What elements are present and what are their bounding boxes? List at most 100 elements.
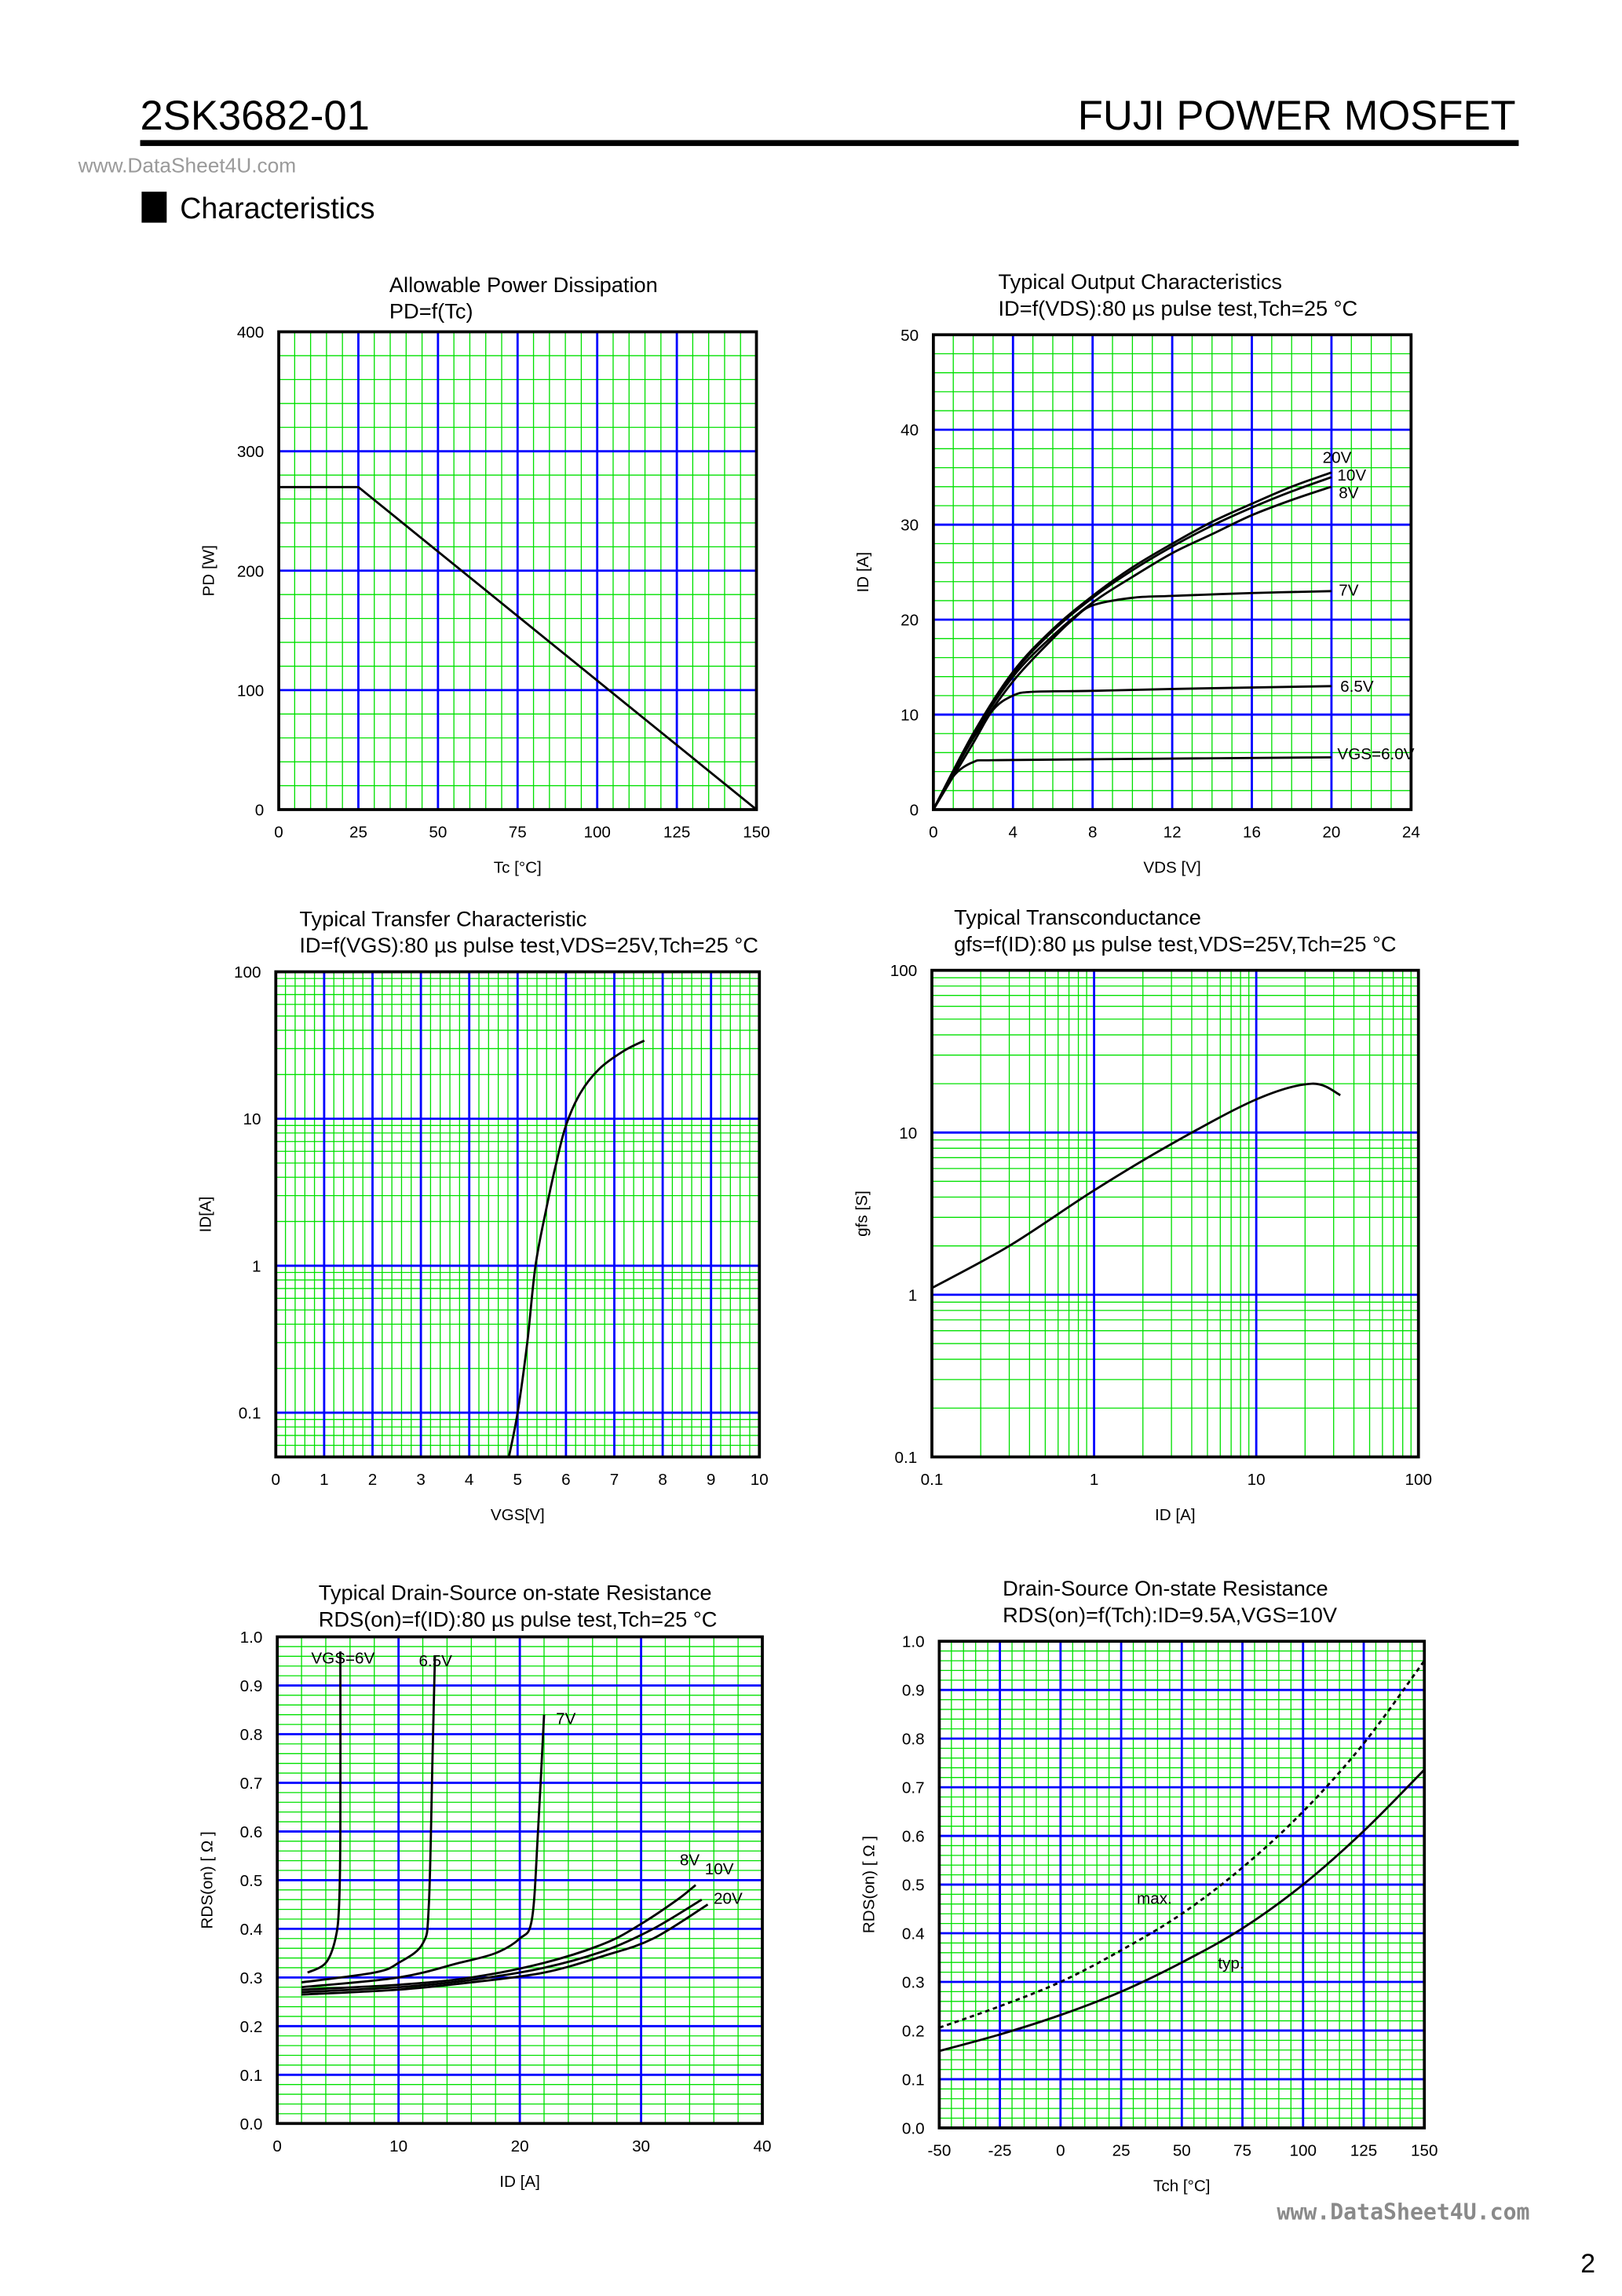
x-tick-label: 150 (743, 824, 769, 842)
y-tick-label: 300 (237, 443, 264, 461)
series-curve (279, 485, 758, 811)
plot-frame (931, 333, 1413, 811)
y-tick-label: 0.3 (902, 1974, 925, 1992)
x-tick-label: 100 (583, 824, 610, 842)
x-tick-label: 10 (389, 2137, 407, 2155)
y-tick-label: 0.4 (240, 1921, 263, 1939)
y-tick-label: 20 (901, 612, 919, 630)
x-tick-label: 75 (1233, 2142, 1251, 2160)
header-rule (140, 140, 1519, 146)
chart-title-line: PD=f(Tc) (389, 299, 473, 324)
series-label: 7V (1339, 582, 1358, 600)
series-curve-7v (301, 1714, 546, 1989)
series-label: 8V (1339, 484, 1358, 503)
y-tick-label: 0.1 (240, 2067, 263, 2085)
x-tick-label: 7 (610, 1471, 619, 1489)
series-curve (931, 1082, 1341, 1289)
x-tick-label: 0.1 (921, 1471, 944, 1489)
y-tick-label: 0.0 (240, 2115, 263, 2133)
chart-title-line: gfs=f(ID):80 µs pulse test,VDS=25V,Tch=2… (954, 931, 1396, 956)
x-tick-label: 40 (754, 2137, 772, 2155)
page-number: 2 (1580, 2249, 1595, 2279)
x-tick-label: 8 (1088, 824, 1097, 842)
chart-1: 0 25 50 75 100 125 150 0 100 200 300 400 Allowable P… (199, 272, 769, 877)
series-curve-6.5v (301, 1656, 437, 1983)
y-tick-label: 0.9 (902, 1682, 925, 1700)
plot-frame (276, 1635, 764, 2126)
x-tick-label: -25 (988, 2142, 1012, 2160)
series-label: 8V (680, 1852, 700, 1870)
series-label: 10V (1337, 466, 1366, 484)
series-label: max. (1137, 1889, 1172, 1907)
y-tick-label: 0.6 (240, 1823, 263, 1841)
chart-title-line: Allowable Power Dissipation (389, 272, 658, 297)
x-tick-label: 5 (513, 1471, 522, 1489)
y-tick-label: 0.6 (902, 1828, 925, 1846)
plot-frame (274, 970, 762, 1459)
y-axis-label: ID [A] (854, 552, 872, 593)
y-tick-label: 1 (908, 1286, 917, 1304)
chart-title-line: Typical Transfer Characteristic (299, 906, 586, 930)
x-tick-label: 1 (1090, 1471, 1098, 1489)
x-tick-label: 25 (1112, 2142, 1131, 2160)
series-curve-8v (301, 1884, 696, 1991)
x-tick-label: 4 (1009, 824, 1017, 842)
chart-title-line: Drain-Source On-state Resistance (1003, 1576, 1328, 1600)
series-label: 20V (714, 1889, 743, 1907)
y-tick-label: 30 (901, 517, 919, 535)
chart-3: 0 1 2 3 4 5 6 7 8 9 10 0.1 1 10 100 Typical Transfer Ch… (197, 906, 769, 1524)
y-axis-label: RDS(on) [ Ω ] (199, 1831, 217, 1929)
series-curve-max. (938, 1660, 1426, 2029)
chart-title-line: ID=f(VGS):80 µs pulse test,VDS=25V,Tch=2… (299, 933, 758, 957)
series-label: 6.5V (1340, 678, 1374, 696)
chart-title-line: RDS(on)=f(ID):80 µs pulse test,Tch=25 °C (319, 1607, 718, 1631)
series-label: 6.5V (418, 1652, 452, 1670)
brand-title: FUJI POWER MOSFET (1078, 93, 1516, 139)
x-tick-label: 0 (929, 824, 937, 842)
x-axis-label: ID [A] (499, 2173, 540, 2191)
x-tick-label: 6 (561, 1471, 570, 1489)
x-tick-label: 30 (632, 2137, 650, 2155)
x-axis-label: ID [A] (1155, 1506, 1196, 1524)
x-tick-label: 16 (1243, 824, 1261, 842)
x-tick-label: 50 (1173, 2142, 1191, 2160)
y-tick-label: 0.2 (240, 2018, 263, 2036)
series-curve-vgs6.0v (932, 756, 1332, 810)
series-curve-8v (932, 485, 1332, 810)
y-tick-label: 0.5 (240, 1872, 263, 1890)
series-curve (507, 1040, 645, 1457)
x-tick-label: 125 (663, 824, 690, 842)
y-tick-label: 1 (252, 1257, 261, 1275)
y-tick-label: 0.0 (902, 2119, 925, 2137)
x-tick-label: 10 (1248, 1471, 1266, 1489)
chart-title-line: Typical Drain-Source on-state Resistance (319, 1581, 712, 1605)
series-curve-vgs6v (307, 1651, 342, 1974)
x-axis-label: Tch [°C] (1153, 2177, 1210, 2195)
series-label: typ. (1218, 1954, 1244, 1972)
x-tick-label: 150 (1411, 2142, 1438, 2160)
y-tick-label: 1.0 (240, 1629, 263, 1647)
x-tick-label: 2 (368, 1471, 377, 1489)
x-axis-label: VGS[V] (491, 1506, 545, 1524)
chart-5: 0 10 20 30 40 0.0 0.1 0.2 0.3 0.4 0.5 0.6 0.7 0.8 0.9 1… (199, 1581, 772, 2191)
x-tick-label: 8 (658, 1471, 667, 1489)
x-tick-label: 24 (1402, 824, 1420, 842)
x-tick-label: 0 (272, 1471, 280, 1489)
y-tick-label: 0.3 (240, 1969, 263, 1987)
y-tick-label: 100 (237, 682, 264, 700)
x-tick-label: 50 (429, 824, 447, 842)
y-axis-label: PD [W] (199, 545, 217, 596)
y-tick-label: 50 (901, 327, 919, 345)
series-curve-10v (301, 1898, 703, 1994)
y-tick-label: 0.8 (240, 1726, 263, 1744)
x-tick-label: 20 (511, 2137, 529, 2155)
y-tick-label: 0.5 (902, 1877, 925, 1895)
x-tick-label: 100 (1290, 2142, 1317, 2160)
x-tick-label: 25 (349, 824, 367, 842)
y-tick-label: 200 (237, 562, 264, 580)
x-tick-label: 3 (416, 1471, 425, 1489)
series-label: VGS=6V (311, 1649, 374, 1667)
series-label: 10V (705, 1860, 734, 1878)
part-number: 2SK3682-01 (141, 93, 370, 139)
